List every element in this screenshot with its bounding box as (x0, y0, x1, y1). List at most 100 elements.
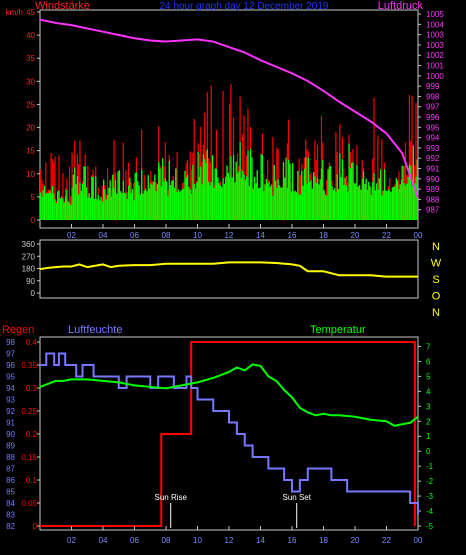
wind-y-tick-label: 35 (26, 54, 35, 63)
rain-y-tick-label: 0.2 (26, 430, 38, 439)
wind-bar (253, 176, 256, 220)
wind-bar (386, 191, 388, 220)
gust-bar (408, 94, 411, 220)
humidity-y-tick-label: 98 (6, 338, 15, 347)
wind-bar (298, 194, 300, 220)
wind-bar (74, 167, 76, 220)
wind-bar (269, 186, 271, 220)
wind-bar (273, 164, 275, 220)
wind-bar (235, 161, 237, 220)
wind-bar (194, 188, 197, 220)
wind-bar (347, 191, 349, 220)
wind-bar (263, 191, 265, 220)
wind-bar (281, 187, 283, 220)
wind-bar (156, 184, 159, 220)
humidity-y-tick-label: 87 (6, 465, 15, 474)
wind-bar (337, 189, 340, 220)
humidity-line (40, 352, 419, 515)
wind-bar (150, 183, 152, 220)
wind-x-tick-label: 06 (130, 231, 139, 240)
wind-bar (221, 187, 223, 220)
gust-bar (373, 97, 375, 220)
wind-bar (398, 189, 400, 220)
wind-bar (63, 202, 65, 220)
climate-x-tick-label: 04 (99, 536, 108, 545)
wind-bar (76, 176, 79, 220)
gust-bar (377, 135, 379, 220)
wind-bar (50, 192, 52, 220)
wind-bar (168, 160, 170, 220)
wind-bar (316, 178, 319, 220)
temperature-y-tick-label: 5 (426, 372, 431, 381)
humidity-y-tick-label: 97 (6, 350, 15, 359)
pressure-y-tick-label: 998 (426, 92, 440, 101)
wind-bar (328, 166, 331, 220)
wind-bar (285, 157, 287, 220)
wind-bar (217, 177, 219, 220)
wind-bar (208, 181, 210, 220)
temperature-y-tick-label: 1 (426, 432, 431, 441)
wind-bar (390, 192, 392, 220)
wind-bar (377, 189, 379, 220)
pressure-y-tick-label: 994 (426, 134, 440, 143)
wind-x-tick-label: 08 (162, 231, 171, 240)
wind-bar (187, 174, 189, 220)
wind-bar (370, 195, 373, 220)
wind-bar (231, 177, 233, 220)
wind-bar (146, 191, 148, 220)
wind-bar (163, 181, 165, 220)
gust-bar (415, 103, 417, 220)
humidity-y-tick-label: 83 (6, 511, 15, 520)
wind-bar (293, 191, 295, 220)
wind-bar (340, 177, 342, 220)
wind-bar (344, 177, 346, 220)
wind-bar (166, 181, 168, 220)
wind-bar (169, 185, 172, 220)
humidity-y-tick-label: 85 (6, 488, 15, 497)
pressure-y-tick-label: 1003 (426, 41, 444, 50)
gust-bar (45, 162, 47, 220)
wind-bar (116, 193, 118, 220)
pressure-y-tick-label: 999 (426, 82, 440, 91)
gust-bar (113, 139, 115, 220)
wind-bar (183, 188, 185, 220)
wind-bar (416, 159, 418, 220)
wind-bar (309, 182, 311, 220)
gust-bar (106, 168, 109, 220)
wind-bar (122, 180, 124, 220)
wind-bar (246, 176, 248, 220)
wind-bar (311, 188, 313, 220)
temperature-y-tick-label: -2 (426, 477, 434, 486)
wind-bar (349, 168, 352, 220)
wind-bar (91, 176, 93, 220)
wind-bar (130, 192, 132, 220)
wind-bar (406, 183, 408, 220)
gust-bar (381, 139, 383, 220)
wind-bar (85, 187, 88, 220)
wind-bar (176, 192, 178, 220)
climate-x-tick-label: 06 (130, 536, 139, 545)
gust-bar (62, 172, 64, 220)
wind-bar (318, 184, 320, 220)
wind-bar (185, 177, 187, 220)
wind-bar (290, 191, 292, 220)
wind-bar (239, 141, 241, 220)
wind-bar (71, 187, 73, 220)
wind-bar (101, 201, 103, 220)
wind-bar (83, 166, 85, 220)
wind-bar (42, 190, 44, 220)
wind-bar (197, 152, 199, 220)
compass-label: N (432, 307, 440, 319)
gust-bar (58, 155, 60, 220)
pressure-y-tick-label: 997 (426, 103, 440, 112)
gust-bar (189, 151, 191, 220)
gust-bar (193, 118, 195, 220)
wind-x-tick-label: 14 (256, 231, 265, 240)
wind-bar (305, 157, 307, 220)
wind-bar (45, 193, 47, 220)
wind-bar (352, 162, 354, 220)
wind-bar (211, 155, 214, 220)
wind-bar (238, 171, 240, 220)
temperature-y-tick-label: 2 (426, 417, 431, 426)
rain-line (40, 341, 416, 527)
